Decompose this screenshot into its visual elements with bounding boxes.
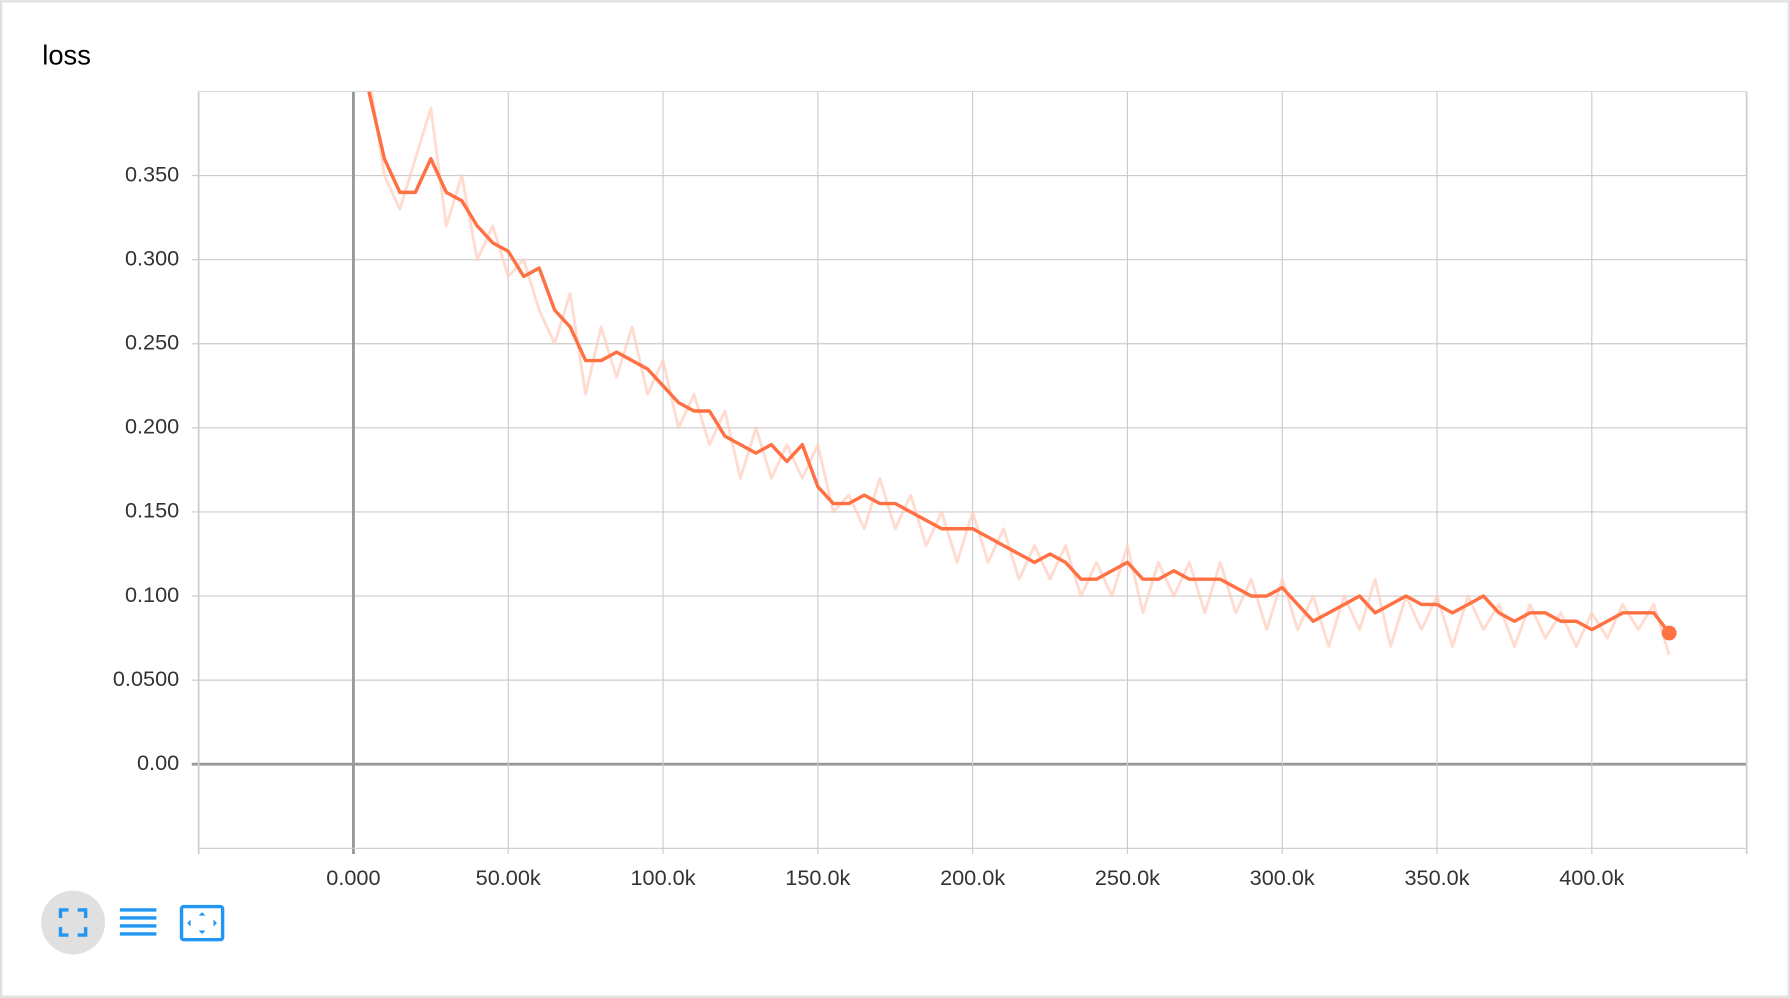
marks xyxy=(367,91,1671,656)
x-tick-label: 350.0k xyxy=(1404,865,1469,890)
grid xyxy=(191,91,1747,855)
x-tick-label: 400.0k xyxy=(1559,865,1624,890)
y-tick-label: 0.0500 xyxy=(113,666,179,691)
x-tick-label: 150.0k xyxy=(785,865,850,890)
fit-domain-button[interactable] xyxy=(179,904,225,942)
fullscreen-icon xyxy=(58,908,88,937)
labels: 0.00 0.0500 0.100 0.150 0.200 0.250 0.300 0.350… xyxy=(113,161,1625,890)
x-tick-label: 300.0k xyxy=(1250,865,1315,890)
x-tick-label: 0.000 xyxy=(326,865,380,890)
series-line xyxy=(370,91,1671,656)
y-tick-label: 0.100 xyxy=(125,582,179,607)
last-point xyxy=(1661,625,1677,641)
x-tick-label: 100.0k xyxy=(630,865,695,890)
y-tick-label: 0.350 xyxy=(125,161,179,186)
x-tick-label: 50.00k xyxy=(476,865,541,890)
fullscreen-button[interactable] xyxy=(41,890,106,955)
y-tick-label: 0.00 xyxy=(137,750,179,775)
y-tick-label: 0.250 xyxy=(125,329,179,354)
chart-title: loss xyxy=(42,39,91,70)
data-toggle-button[interactable] xyxy=(119,908,157,936)
x-tick-label: 200.0k xyxy=(940,865,1005,890)
y-tick-label: 0.200 xyxy=(125,414,179,439)
y-tick-label: 0.300 xyxy=(125,245,179,270)
y-tick-label: 0.150 xyxy=(125,498,179,523)
x-tick-label: 250.0k xyxy=(1095,865,1160,890)
series-line xyxy=(367,91,1671,635)
toolbar xyxy=(41,890,225,955)
